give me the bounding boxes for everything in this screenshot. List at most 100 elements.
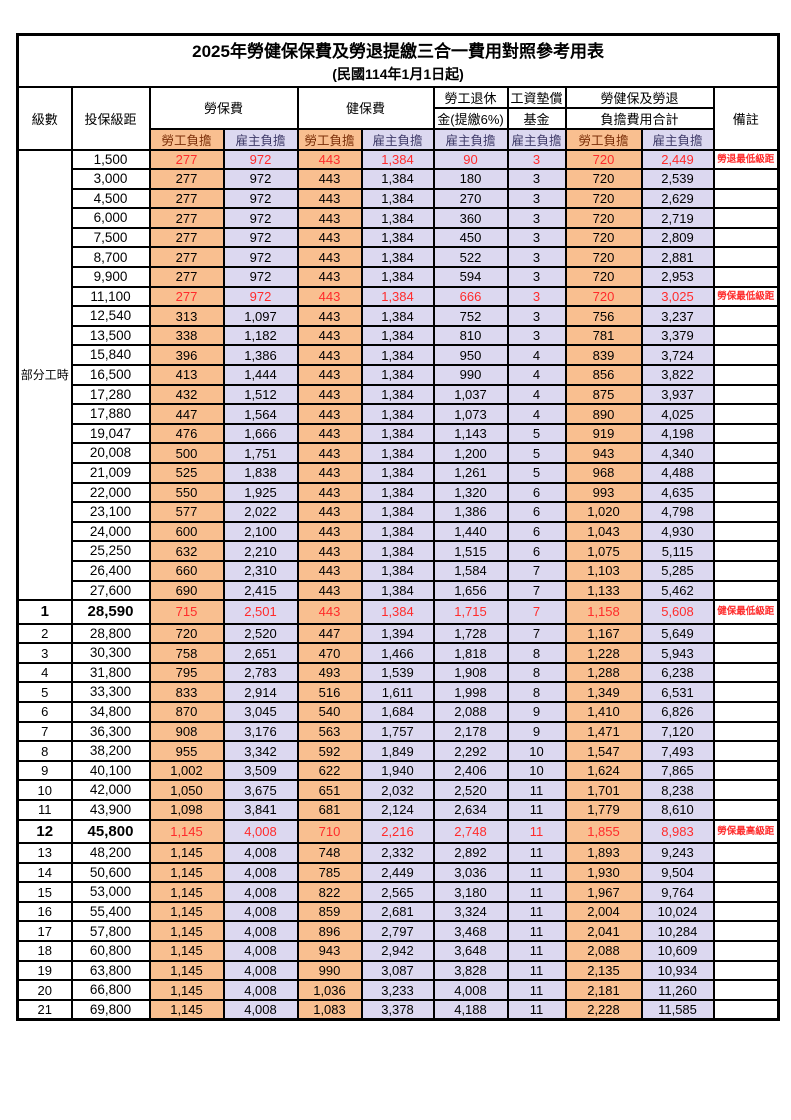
value-cell: 443	[296, 344, 363, 367]
value-cell: 2,004	[564, 900, 643, 923]
premium-reference-table: 2025年勞健保保費及勞退提繳三合一費用對照參考用表 (民國114年1月1日起)…	[16, 33, 781, 1021]
value-cell: 443	[296, 422, 363, 445]
value-cell: 7	[506, 599, 567, 625]
salary-cell: 16,500	[70, 364, 151, 386]
value-cell: 6,826	[640, 701, 715, 723]
value-cell: 890	[564, 403, 643, 425]
note-cell	[712, 501, 780, 523]
table-row: 16 55,400 1,145 4,008 859 2,681 3,324 11 2,004 10…	[16, 900, 780, 923]
table-row: 21 69,800 1,145 4,008 1,083 3,378 4,188 11 2,228…	[16, 998, 780, 1021]
salary-cell: 48,200	[70, 842, 151, 864]
value-cell: 277	[148, 266, 225, 288]
note-cell: 勞保最高級距	[712, 818, 780, 845]
value-cell: 1,539	[360, 661, 435, 684]
level-cell: 2	[16, 622, 73, 645]
table-row: 4,500 277 972 443 1,384 270 3 720 2,629	[18, 187, 780, 210]
value-cell: 443	[296, 168, 363, 190]
note-cell	[712, 187, 780, 210]
value-cell: 443	[296, 383, 363, 406]
value-cell: 990	[432, 364, 509, 386]
value-cell: 3	[506, 148, 567, 171]
value-cell: 2,629	[640, 187, 715, 210]
value-cell: 1,143	[432, 422, 509, 445]
table-row: 19,047 476 1,666 443 1,384 1,143 5 919 4,198	[18, 422, 780, 445]
value-cell: 1,584	[432, 559, 509, 582]
value-cell: 1,145	[148, 979, 225, 1001]
value-cell: 443	[296, 501, 363, 523]
value-cell: 2,210	[222, 540, 299, 562]
value-cell: 3	[506, 187, 567, 210]
table-row: 9 40,100 1,002 3,509 622 1,940 2,406 10 1,624 7,8…	[16, 759, 780, 782]
value-cell: 1,624	[564, 759, 643, 782]
value-cell: 3	[506, 324, 567, 347]
note-cell	[712, 900, 780, 923]
level-cell: 13	[16, 842, 73, 864]
note-cell	[712, 324, 780, 347]
value-cell: 2,681	[360, 900, 435, 923]
value-cell: 1,020	[564, 501, 643, 523]
table-row: 6 34,800 870 3,045 540 1,684 2,088 9 1,410 6,826	[16, 701, 780, 723]
value-cell: 4,008	[222, 920, 299, 943]
value-cell: 1,037	[432, 383, 509, 406]
value-cell: 11	[506, 959, 567, 982]
value-cell: 1,998	[432, 681, 509, 704]
value-cell: 8	[506, 681, 567, 704]
value-cell: 4,008	[222, 959, 299, 982]
table-row: 部分工時 1,500 277 972 443 1,384 90 3 720 2,449 勞退最低級距	[16, 148, 780, 602]
salary-cell: 12,540	[70, 305, 151, 327]
value-cell: 9	[506, 701, 567, 723]
value-cell: 720	[564, 148, 643, 171]
value-cell: 785	[296, 861, 363, 884]
value-cell: 1,145	[148, 900, 225, 923]
value-cell: 6,531	[640, 681, 715, 704]
value-cell: 666	[432, 285, 509, 308]
value-cell: 4	[506, 364, 567, 386]
value-cell: 1,036	[296, 979, 363, 1001]
value-cell: 2,181	[564, 979, 643, 1001]
header-level: 級數	[16, 85, 73, 151]
value-cell: 11,260	[640, 979, 715, 1001]
title-row: 2025年勞健保保費及勞退提繳三合一費用對照參考用表 (民國114年1月1日起)	[16, 33, 780, 88]
value-cell: 1,715	[432, 599, 509, 625]
value-cell: 1,940	[360, 759, 435, 782]
table-row: 12,540 313 1,097 443 1,384 752 3 756 3,237	[18, 305, 780, 327]
value-cell: 2,406	[432, 759, 509, 782]
value-cell: 443	[296, 148, 363, 171]
value-cell: 3,036	[432, 861, 509, 884]
table-row: 17,880 447 1,564 443 1,384 1,073 4 890 4,025	[18, 403, 780, 425]
value-cell: 10,609	[640, 940, 715, 962]
value-cell: 660	[148, 559, 225, 582]
value-cell: 3,324	[432, 900, 509, 923]
value-cell: 2,292	[432, 740, 509, 762]
value-cell: 4,930	[640, 520, 715, 543]
value-cell: 500	[148, 442, 225, 464]
salary-cell: 43,900	[70, 799, 151, 821]
value-cell: 4,008	[432, 979, 509, 1001]
value-cell: 1,666	[222, 422, 299, 445]
value-cell: 277	[148, 148, 225, 171]
salary-cell: 55,400	[70, 900, 151, 923]
value-cell: 5	[506, 422, 567, 445]
value-cell: 5,115	[640, 540, 715, 562]
value-cell: 1,925	[222, 481, 299, 504]
page-title: 2025年勞健保保費及勞退提繳三合一費用對照參考用表	[192, 42, 604, 62]
note-cell	[712, 226, 780, 249]
value-cell: 10,024	[640, 900, 715, 923]
value-cell: 8,610	[640, 799, 715, 821]
value-cell: 443	[296, 207, 363, 229]
header-total-line1: 勞健保及勞退	[564, 85, 715, 109]
value-cell: 4,008	[222, 979, 299, 1001]
salary-cell: 19,047	[70, 422, 151, 445]
note-cell	[712, 559, 780, 582]
table-row: 14 50,600 1,145 4,008 785 2,449 3,036 11 1,930 9,…	[16, 861, 780, 884]
level-cell: 3	[16, 642, 73, 664]
value-cell: 1,384	[360, 599, 435, 625]
table-row: 3 30,300 758 2,651 470 1,466 1,818 8 1,228 5,943	[16, 642, 780, 664]
table-row: 16,500 413 1,444 443 1,384 990 4 856 3,822	[18, 364, 780, 386]
note-cell	[712, 344, 780, 367]
note-cell: 勞保最低級距	[712, 285, 780, 308]
value-cell: 822	[296, 881, 363, 903]
value-cell: 8	[506, 661, 567, 684]
value-cell: 4,488	[640, 462, 715, 484]
value-cell: 3,378	[360, 998, 435, 1021]
